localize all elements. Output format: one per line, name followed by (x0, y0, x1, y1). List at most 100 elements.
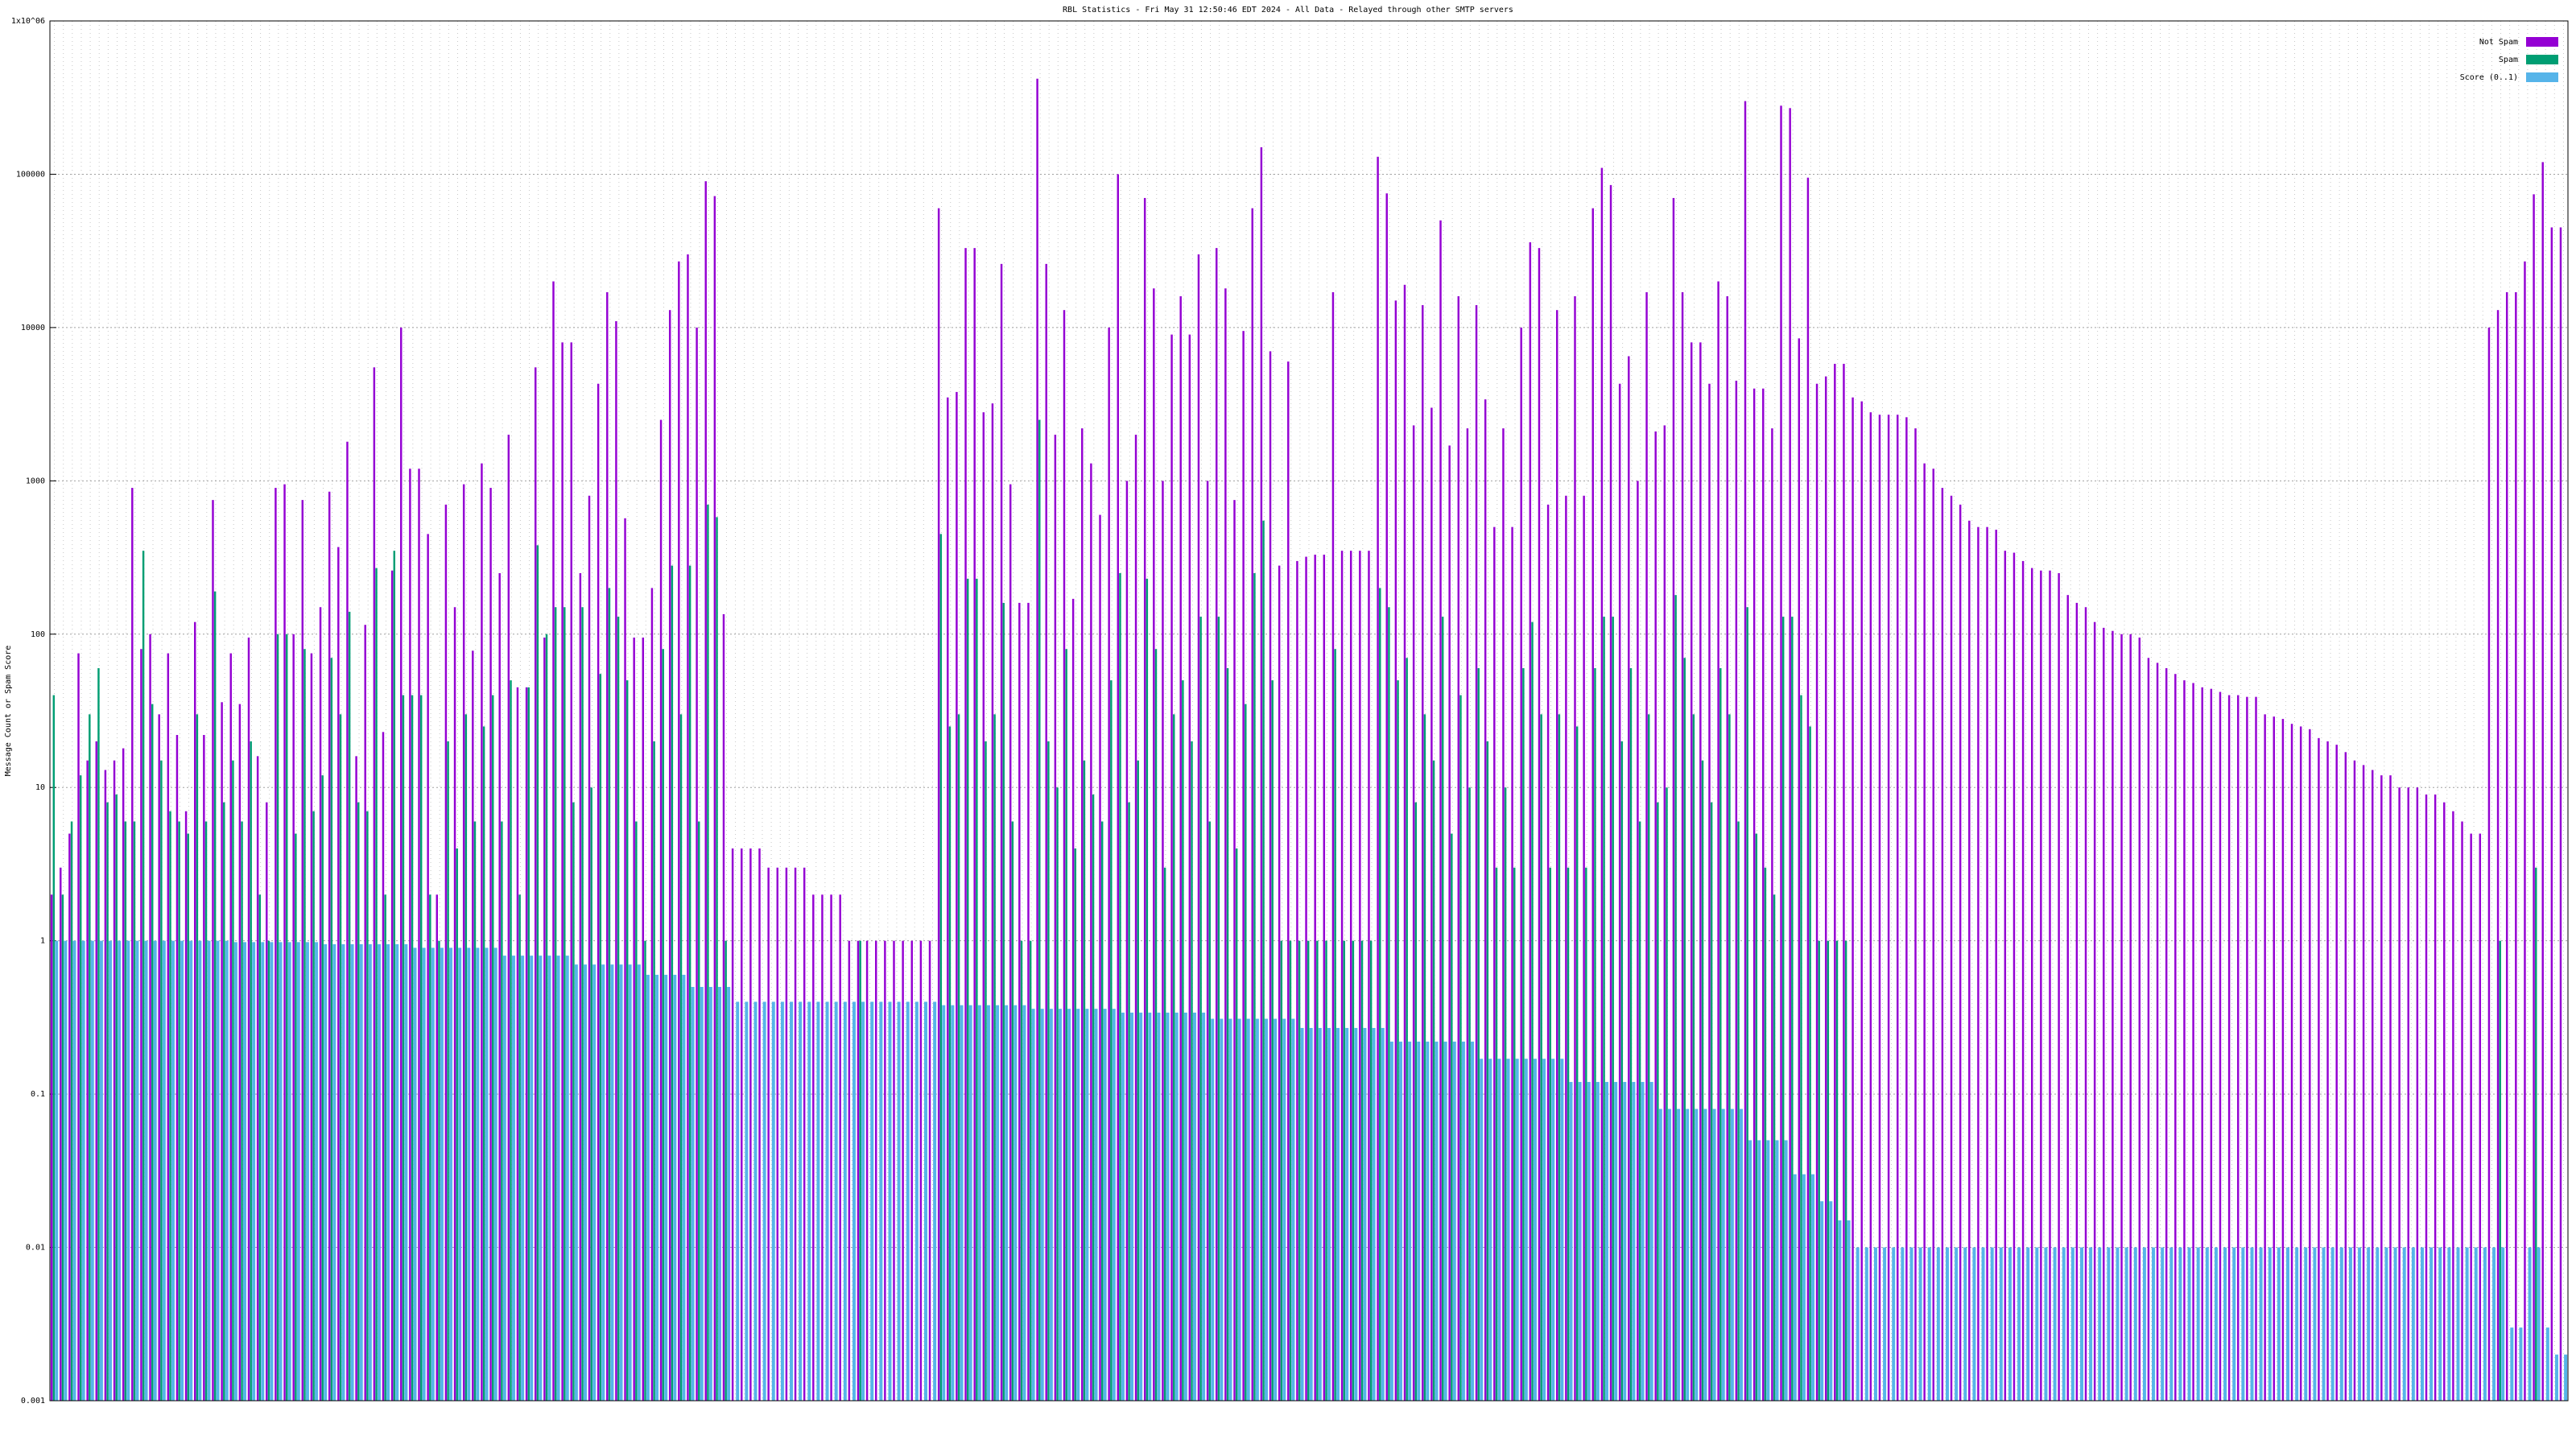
bar (1773, 894, 1776, 1401)
bar (865, 940, 869, 1401)
bar (1369, 940, 1373, 1401)
bar (1632, 1082, 1636, 1401)
bar (852, 1001, 856, 1401)
bar (482, 726, 485, 1401)
bar (2326, 741, 2329, 1401)
bar (1578, 1082, 1582, 1401)
bar (1471, 1041, 1475, 1401)
bar (1583, 495, 1585, 1401)
bar (1228, 1018, 1232, 1401)
bar (1781, 617, 1785, 1401)
bar (843, 1001, 847, 1401)
bar (118, 940, 122, 1401)
bar (919, 940, 923, 1401)
bar (1202, 1012, 1206, 1401)
bar (2049, 570, 2051, 1401)
bar (2335, 745, 2338, 1401)
bar (696, 327, 698, 1401)
bar (238, 704, 242, 1401)
bar (2515, 292, 2517, 1401)
bar (1448, 445, 1451, 1402)
bar (310, 653, 313, 1401)
bar (193, 621, 196, 1401)
bar (2550, 227, 2553, 1402)
bar (1289, 940, 1292, 1401)
bar (644, 940, 646, 1401)
bar (914, 1001, 919, 1401)
bar (574, 964, 578, 1401)
bar (373, 367, 376, 1402)
bar (780, 1001, 784, 1401)
bar (1486, 741, 1489, 1401)
bar (619, 964, 623, 1401)
bar (357, 802, 360, 1401)
bar (1728, 714, 1731, 1401)
bar (1780, 105, 1782, 1402)
bar (467, 947, 471, 1401)
bar (1119, 572, 1121, 1401)
bar (270, 942, 274, 1401)
plot-frame (49, 20, 2569, 1402)
bar (1629, 668, 1633, 1401)
bar (1377, 156, 1379, 1401)
bar (2470, 833, 2472, 1401)
bar (422, 947, 426, 1401)
bar (61, 894, 64, 1401)
bar (924, 1001, 928, 1401)
bar (942, 1005, 946, 1401)
bar (1359, 551, 1361, 1401)
bar (2147, 658, 2150, 1401)
bar (382, 732, 385, 1401)
bar (332, 943, 336, 1401)
bar (1686, 1108, 1690, 1401)
bar (1529, 242, 1532, 1401)
bar (1305, 556, 1307, 1402)
bar (1334, 649, 1336, 1401)
bar (812, 894, 815, 1401)
bar (655, 974, 659, 1401)
y-tick-label: 1x10^06 (11, 17, 45, 26)
bar (135, 940, 139, 1401)
bar (1657, 802, 1659, 1401)
bar (722, 613, 725, 1401)
bar (1352, 940, 1355, 1401)
bar (1139, 1012, 1143, 1401)
bar (947, 397, 949, 1401)
bar (131, 488, 134, 1401)
bar (1574, 296, 1576, 1401)
bar (1103, 1009, 1107, 1401)
bar (749, 848, 752, 1401)
bar (1099, 514, 1101, 1401)
bar (821, 894, 824, 1401)
bar (762, 1001, 766, 1401)
bar (409, 469, 411, 1402)
bar (1829, 1201, 1833, 1401)
bar (1280, 940, 1283, 1401)
bar (1217, 617, 1220, 1401)
bar (462, 484, 465, 1402)
bar (364, 625, 366, 1401)
bar (1260, 147, 1263, 1402)
bar (133, 821, 136, 1401)
bar (1036, 78, 1038, 1401)
bar (1923, 463, 1926, 1401)
bar (2192, 683, 2194, 1401)
bar (2178, 1247, 2182, 1401)
bar (1262, 520, 1265, 1402)
bar (2290, 724, 2293, 1401)
bar (229, 653, 232, 1401)
bar (527, 687, 530, 1401)
bar (1379, 588, 1381, 1401)
bar (1683, 658, 1686, 1401)
bar (1298, 940, 1301, 1401)
bar (2434, 794, 2437, 1401)
bar (1520, 327, 1522, 1401)
bar (52, 695, 56, 1401)
bar (1905, 417, 1908, 1401)
bar (1182, 680, 1184, 1401)
bar (1918, 1247, 1922, 1401)
bar (1343, 940, 1345, 1401)
bar (1538, 248, 1541, 1402)
bar (266, 802, 268, 1401)
bar (790, 1001, 794, 1401)
